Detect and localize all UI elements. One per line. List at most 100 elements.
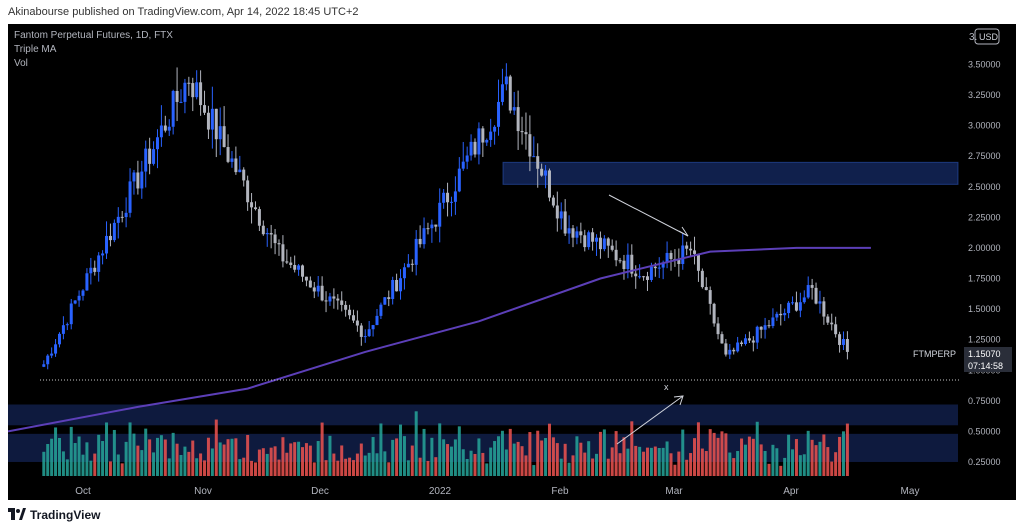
candle-body [567,228,571,234]
candle-body [504,76,508,85]
volume-bar [289,443,293,476]
candle-body [708,290,712,304]
candle-body [540,168,544,176]
candle-body [591,232,595,242]
volume-zone[interactable] [8,404,958,426]
volume-bar [210,448,214,476]
candle-body [579,231,583,236]
tradingview-logo-icon[interactable] [8,507,26,521]
candle-body [630,254,634,274]
candle-body [841,339,845,345]
candle-body [363,336,367,338]
volume-bar [500,430,504,476]
price-chart[interactable]: x 3.50000 3.25000 3.00000 2.75000 2.50000 2.2… [7,24,1016,500]
volume-bar [101,441,105,476]
y-axis-tick-label: 2.25000 [968,212,1001,222]
x-axis-tick-label: Nov [194,486,212,497]
candle-body [101,253,105,256]
volume-bar [598,431,602,476]
supply-zone[interactable] [502,161,959,185]
candle-body [551,197,555,206]
volume-bar [159,435,163,476]
volume-bar [681,429,685,476]
volume-bar [50,438,54,476]
candle-body [108,235,112,241]
candle-body [69,303,73,325]
trend-arrow-down-head [678,226,689,237]
volume-bar [406,460,410,476]
candle-body [273,234,277,244]
volume-bar [579,442,583,476]
trend-arrow-down[interactable] [608,194,689,237]
volume-bar [42,451,46,476]
volume-bar [344,458,348,476]
volume-bar [195,458,199,476]
volume-bar [222,444,226,476]
candle-body [763,325,767,330]
candle-body [645,276,649,280]
candle-body [210,108,214,130]
volume-bar [696,422,700,476]
volume-bar [485,463,489,476]
volume-bar [571,455,575,476]
volume-bar [379,423,383,476]
legend-vol[interactable]: Vol [14,58,28,69]
footer-bar [0,502,1024,529]
volume-bar [642,451,646,476]
candle-body [728,349,732,355]
candle-body [399,278,403,292]
candle-body [720,334,724,344]
volume-bar [540,440,544,476]
volume-bar [814,445,818,476]
y-axis-tick-label: 1.25000 [968,335,1001,345]
volume-bar [743,444,747,476]
volume-bar [120,463,124,476]
candle-body [344,304,348,310]
candle-body [520,131,524,133]
candle-body [124,212,128,218]
legend-triple-ma[interactable]: Triple MA [14,44,57,55]
x-axis-tick-label: Mar [665,486,683,497]
volume-bar [473,453,477,476]
x-axis-tick-label: Apr [783,486,799,497]
y-axis-tick-label: 2.75000 [968,151,1001,161]
legend-symbol[interactable]: Fantom Perpetual Futures, 1D, FTX [14,30,173,41]
volume-bar [489,447,493,476]
volume-bar [348,457,352,476]
candle-body [136,172,140,189]
candle-body [304,276,308,281]
candle-body [485,139,489,143]
currency-badge[interactable] [974,28,1000,45]
volume-bar [453,439,457,476]
candle-body [712,303,716,324]
volume-bar [238,459,242,476]
candle-body [700,270,704,288]
volume-bar [328,435,332,476]
volume-bar [716,437,720,476]
volume-bar [606,458,610,476]
trend-arrow-up[interactable] [616,395,684,445]
volume-bar [355,453,359,476]
candle-body [206,112,210,130]
volume-bar [685,459,689,476]
volume-bar [465,459,469,476]
volume-bar [187,451,191,476]
candle-body [42,364,46,367]
y-axis-tick-label: 0.75000 [968,396,1001,406]
chart-frame[interactable]: x 3.50000 3.25000 3.00000 2.75000 2.50000 2.2… [7,24,1016,500]
candle-body [598,237,602,250]
candle-body [379,304,383,316]
volume-bar [469,450,473,476]
volume-bar [798,455,802,476]
bar-countdown-text: 07:14:58 [968,361,1003,371]
candle-body [426,228,430,230]
candle-body [810,285,814,288]
candle-body [516,107,520,132]
candle-body [571,228,575,238]
candle-body [775,313,779,318]
volume-bar [175,443,179,476]
candle-body [453,191,457,202]
volume-bar [69,426,73,476]
volume-bar [54,427,58,476]
tradingview-brand[interactable]: TradingView [30,508,101,522]
